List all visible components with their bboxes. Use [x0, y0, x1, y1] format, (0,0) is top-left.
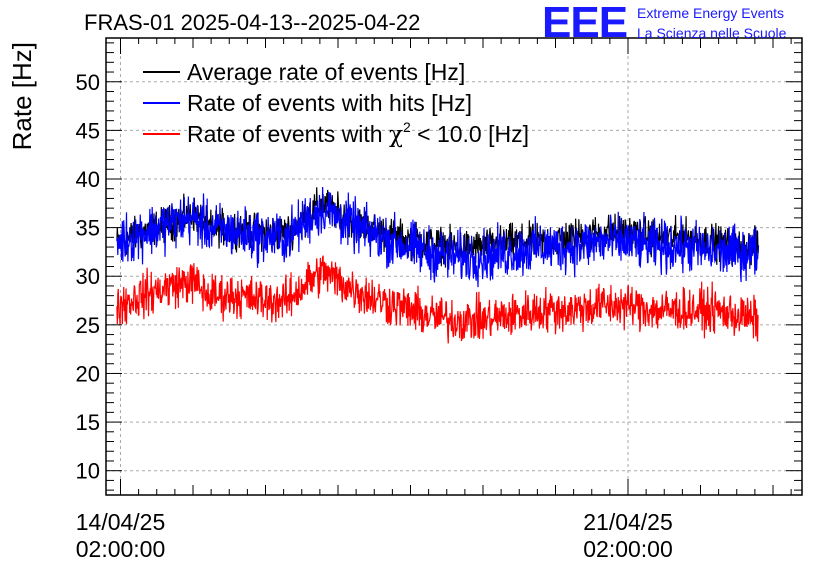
series-layer: [116, 187, 760, 344]
logo-caption-line1: Extreme Energy Events: [637, 5, 785, 21]
logo-caption: Extreme Energy Events La Scienza nelle S…: [637, 3, 786, 43]
x-tick-label-time: 02:00:00: [76, 536, 166, 562]
x-tick-label-date: 14/04/25: [76, 509, 166, 535]
y-tick-label: 50: [76, 70, 100, 95]
y-tick-labels: 10 15 20 25 30 35 40 45 50: [76, 70, 100, 484]
y-tick-label: 45: [76, 118, 100, 143]
y-tick-label: 40: [76, 167, 100, 192]
y-tick-label: 10: [76, 459, 100, 484]
logo-caption-line2: La Scienza nelle Scuole: [637, 25, 787, 41]
series-line-1: [116, 187, 760, 288]
y-tick-label: 30: [76, 264, 100, 289]
legend: Average rate of events [Hz] Rate of even…: [143, 59, 529, 148]
x-tick-label-date: 21/04/25: [583, 509, 673, 535]
legend-label-chi2: Rate of events with χ2 < 10.0 [Hz]: [187, 119, 529, 148]
x-tick-label-time: 02:00:00: [583, 536, 673, 562]
y-tick-label: 20: [76, 361, 100, 386]
y-tick-label: 15: [76, 410, 100, 435]
y-axis-label: Rate [Hz]: [7, 42, 37, 150]
y-tick-label: 35: [76, 216, 100, 241]
series-line-2: [116, 255, 759, 344]
legend-label-hits: Rate of events with hits [Hz]: [187, 90, 472, 116]
eee-logo: EEE: [542, 0, 628, 47]
legend-label-average: Average rate of events [Hz]: [187, 59, 465, 85]
y-tick-label: 25: [76, 313, 100, 338]
chart-title: FRAS-01 2025-04-13--2025-04-22: [84, 10, 421, 35]
axis-ticks: [106, 38, 802, 495]
